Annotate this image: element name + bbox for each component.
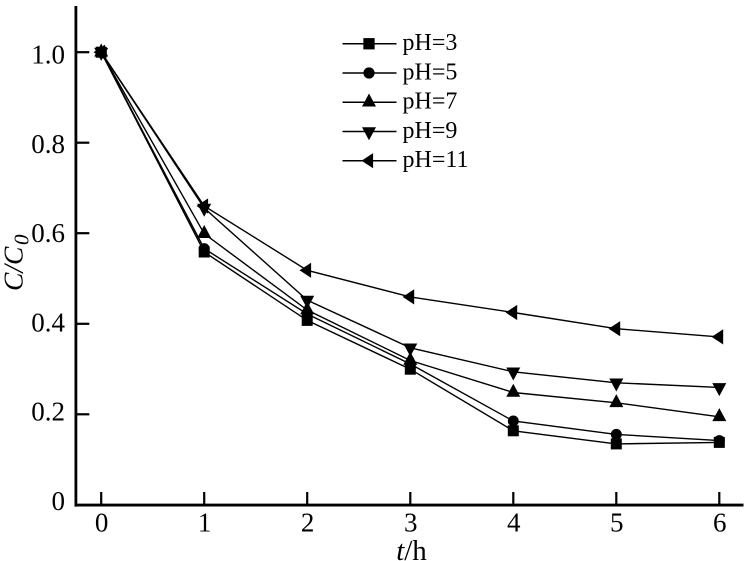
svg-text:4: 4 <box>507 508 521 538</box>
svg-text:0: 0 <box>10 234 34 245</box>
svg-text:C/C: C/C <box>0 246 29 291</box>
svg-text:pH=5: pH=5 <box>403 59 458 85</box>
svg-text:0.8: 0.8 <box>31 129 65 159</box>
svg-text:t/h: t/h <box>396 535 427 561</box>
svg-text:5: 5 <box>610 508 624 538</box>
svg-text:0: 0 <box>52 486 66 516</box>
svg-text:pH=3: pH=3 <box>403 30 458 56</box>
svg-text:1: 1 <box>198 508 212 538</box>
svg-text:2: 2 <box>301 508 315 538</box>
svg-text:0.4: 0.4 <box>31 307 65 337</box>
svg-text:pH=7: pH=7 <box>403 89 458 115</box>
svg-text:1.0: 1.0 <box>31 40 65 70</box>
svg-text:0.6: 0.6 <box>31 218 65 248</box>
svg-text:0.2: 0.2 <box>31 397 65 427</box>
svg-text:pH=11: pH=11 <box>403 147 469 173</box>
svg-text:6: 6 <box>713 508 727 538</box>
svg-text:pH=9: pH=9 <box>403 118 458 144</box>
svg-text:0: 0 <box>95 508 109 538</box>
svg-text:3: 3 <box>404 508 418 538</box>
